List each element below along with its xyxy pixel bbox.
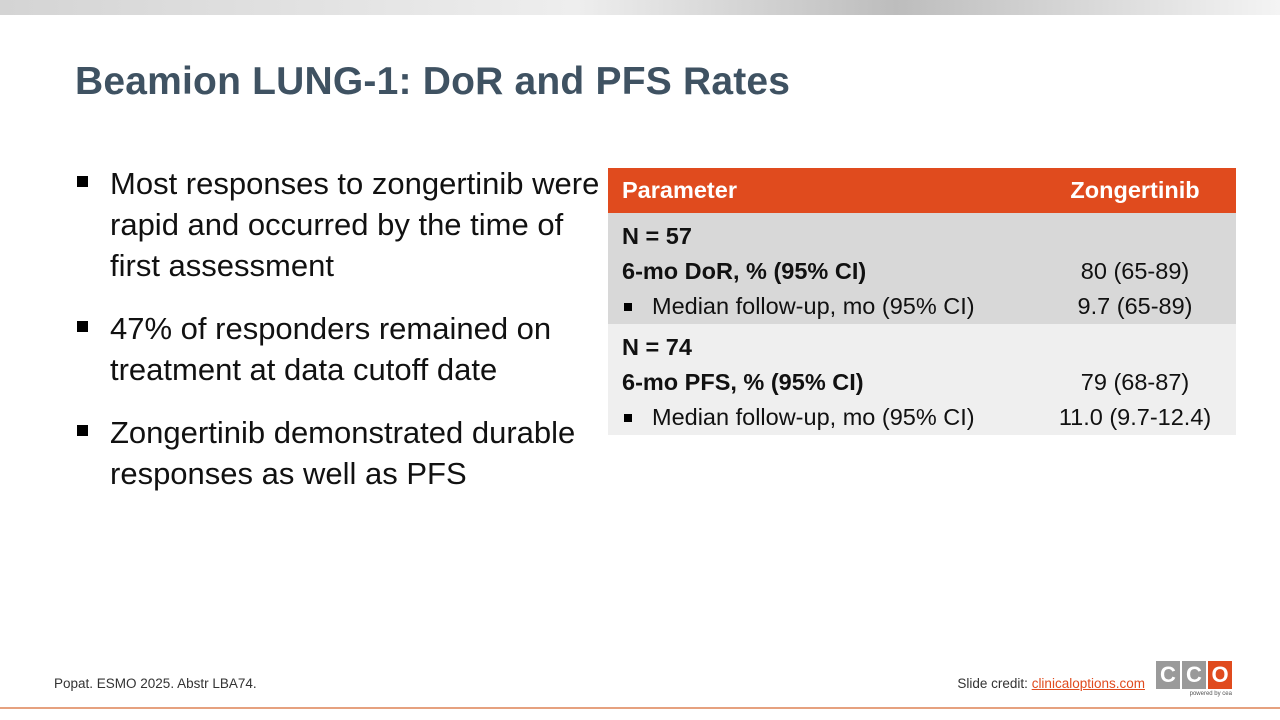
slide-title: Beamion LUNG-1: DoR and PFS Rates: [75, 60, 791, 103]
row-label: Median follow-up, mo (95% CI): [608, 289, 1035, 324]
row-value: 79 (68-87): [1034, 365, 1236, 400]
row-value: 80 (65-89): [1034, 254, 1236, 289]
table-row: 6-mo DoR, % (95% CI) 80 (65-89): [608, 254, 1236, 289]
square-bullet-icon: [624, 303, 632, 311]
credit-link[interactable]: clinicaloptions.com: [1031, 676, 1145, 691]
group-n-value: [1034, 324, 1236, 365]
logo-letters: C C O: [1156, 661, 1234, 689]
table-row: N = 57: [608, 213, 1236, 254]
footer-reference: Popat. ESMO 2025. Abstr LBA74.: [54, 676, 257, 691]
logo-letter: C: [1156, 661, 1180, 689]
square-bullet-icon: [77, 321, 88, 332]
row-label: 6-mo DoR, % (95% CI): [608, 254, 1035, 289]
group-n-label: N = 57: [608, 213, 1035, 254]
header-zongertinib: Zongertinib: [1034, 168, 1236, 213]
bottom-divider: [0, 707, 1280, 709]
slide-credit: Slide credit: clinicaloptions.com: [957, 676, 1145, 691]
square-bullet-icon: [77, 425, 88, 436]
row-label: 6-mo PFS, % (95% CI): [608, 365, 1035, 400]
table-row: Median follow-up, mo (95% CI) 9.7 (65-89…: [608, 289, 1236, 324]
bullet-list: Most responses to zongertinib were rapid…: [75, 163, 605, 516]
top-gradient-bar: [0, 0, 1280, 15]
logo-letter: O: [1208, 661, 1232, 689]
bullet-text: Zongertinib demonstrated durable respons…: [110, 415, 576, 491]
table-row: 6-mo PFS, % (95% CI) 79 (68-87): [608, 365, 1236, 400]
bullet-text: 47% of responders remained on treatment …: [110, 311, 552, 387]
bullet-item: 47% of responders remained on treatment …: [75, 308, 605, 390]
bullet-item: Most responses to zongertinib were rapid…: [75, 163, 605, 286]
row-value: 9.7 (65-89): [1034, 289, 1236, 324]
table-header-row: Parameter Zongertinib: [608, 168, 1236, 213]
row-label-text: Median follow-up, mo (95% CI): [652, 404, 975, 430]
row-label-text: Median follow-up, mo (95% CI): [652, 293, 975, 319]
square-bullet-icon: [77, 176, 88, 187]
row-label: Median follow-up, mo (95% CI): [608, 400, 1035, 435]
credit-label: Slide credit:: [957, 676, 1032, 691]
row-value: 11.0 (9.7-12.4): [1034, 400, 1236, 435]
square-bullet-icon: [624, 414, 632, 422]
cco-logo: C C O powered by cea: [1156, 661, 1234, 703]
table-row: Median follow-up, mo (95% CI) 11.0 (9.7-…: [608, 400, 1236, 435]
logo-letter: C: [1182, 661, 1206, 689]
logo-tagline: powered by cea: [1189, 691, 1232, 697]
group-n-value: [1034, 213, 1236, 254]
table-row: N = 74: [608, 324, 1236, 365]
bullet-text: Most responses to zongertinib were rapid…: [110, 166, 600, 283]
bullet-item: Zongertinib demonstrated durable respons…: [75, 412, 605, 494]
results-table: Parameter Zongertinib N = 57 6-mo DoR, %…: [608, 168, 1236, 435]
header-parameter: Parameter: [608, 168, 1035, 213]
group-n-label: N = 74: [608, 324, 1035, 365]
